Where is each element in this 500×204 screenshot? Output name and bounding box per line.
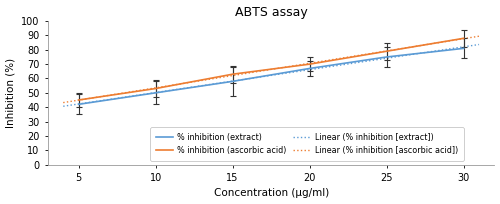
X-axis label: Concentration (µg/ml): Concentration (µg/ml) [214, 188, 329, 198]
Title: ABTS assay: ABTS assay [235, 6, 308, 19]
Legend: % inhibition (extract), % inhibition (ascorbic acid), Linear (% inhibition [extr: % inhibition (extract), % inhibition (as… [150, 127, 464, 161]
Y-axis label: Inhibition (%): Inhibition (%) [6, 58, 16, 128]
